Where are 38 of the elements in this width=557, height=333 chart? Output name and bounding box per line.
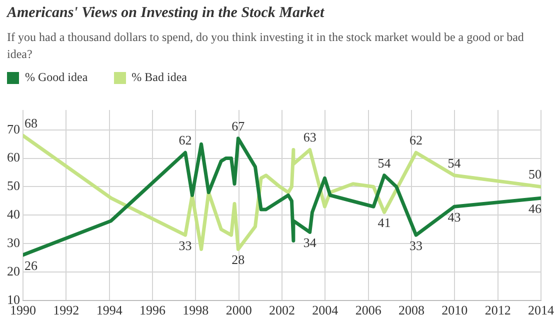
x-tick-label: 2014 [528,302,554,318]
data-label: 26 [24,258,38,273]
data-label: 33 [410,238,423,253]
data-label: 50 [528,166,542,182]
data-label: 62 [178,132,192,148]
y-tick-label: 40 [7,206,20,222]
y-tick-label: 30 [7,234,20,250]
x-tick-label: 2008 [398,302,424,318]
x-tick-label: 2000 [226,302,252,318]
y-tick-label: 60 [7,150,20,165]
data-label: 34 [303,235,317,250]
x-tick-label: 2006 [355,302,382,318]
y-tick-label: 20 [7,263,20,278]
data-label: 68 [24,116,38,130]
legend-label: % Good idea [25,70,88,85]
x-tick-label: 2010 [442,302,468,318]
x-tick-label: 2002 [269,302,295,318]
x-tick-label: 1994 [96,302,123,318]
y-tick-label: 70 [7,121,20,136]
data-label: 41 [378,215,391,230]
data-label: 63 [303,130,316,145]
x-tick-label: 2012 [484,302,511,318]
data-label: 54 [378,155,392,170]
data-label: 33 [178,238,192,253]
x-tick-label: 1998 [182,302,209,318]
chart-subtitle: If you had a thousand dollars to spend, do you think investing it in the stock market would be a good or bad idea? [7,29,525,63]
data-label: 46 [528,201,542,216]
x-tick-label: 1996 [140,302,166,318]
data-label: 43 [448,210,461,225]
data-label: 67 [232,118,246,134]
data-label: 28 [232,252,245,268]
chart-title: Americans' Views on Investing in the Stock Market [7,5,324,22]
data-label: 62 [410,132,423,148]
y-tick-label: 50 [7,178,20,194]
data-label: 54 [448,155,462,170]
x-tick-label: 1992 [53,302,80,318]
legend-label: % Bad idea [132,70,187,85]
x-tick-label: 2004 [312,302,339,318]
